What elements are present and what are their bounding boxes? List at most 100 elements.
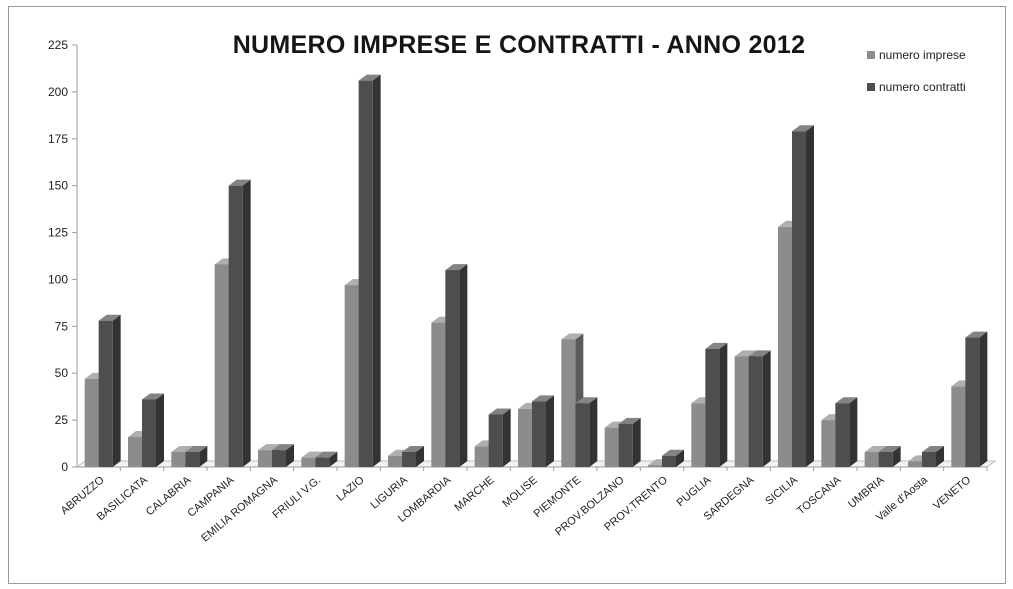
bar-imprese-top bbox=[561, 333, 584, 340]
bar-contratti-side bbox=[372, 74, 381, 467]
bar-contratti bbox=[228, 185, 243, 467]
y-tick-label: 150 bbox=[48, 179, 68, 193]
bar-contratti bbox=[705, 348, 720, 467]
bar-contratti bbox=[922, 451, 936, 467]
legend-swatch bbox=[867, 51, 875, 59]
bar-imprese-top bbox=[171, 445, 194, 452]
bar-contratti-side bbox=[589, 397, 598, 467]
bar-contratti bbox=[878, 451, 893, 467]
bar-contratti-top bbox=[792, 125, 814, 132]
bar-contratti-top bbox=[662, 449, 684, 456]
bar-contratti-side bbox=[632, 417, 641, 467]
bar-contratti bbox=[402, 451, 416, 467]
bar-imprese bbox=[128, 436, 142, 467]
bar-contratti bbox=[792, 131, 806, 467]
bar-contratti-side bbox=[676, 449, 684, 467]
x-tick-label: TOSCANA bbox=[795, 474, 844, 518]
x-tick-label: EMILIA ROMAGNA bbox=[199, 474, 280, 545]
legend-swatch bbox=[867, 83, 875, 91]
bar-contratti-side bbox=[502, 408, 511, 467]
bar-imprese bbox=[864, 451, 879, 467]
bar-contratti-top bbox=[185, 445, 208, 452]
x-tick-label: MARCHE bbox=[452, 474, 496, 514]
bar-contratti-top bbox=[532, 395, 554, 402]
chart-title: NUMERO IMPRESE E CONTRATTI - ANNO 2012 bbox=[232, 31, 806, 59]
chart-legend: numero imprese numero contratti bbox=[867, 47, 966, 111]
bar-contratti-top bbox=[618, 417, 641, 424]
bar-contratti-top bbox=[98, 314, 121, 321]
bar-contratti-side bbox=[112, 314, 121, 467]
x-tick-label: LAZIO bbox=[335, 474, 367, 504]
legend-item: numero contratti bbox=[867, 79, 966, 95]
legend-label: numero contratti bbox=[879, 80, 966, 94]
bar-imprese bbox=[301, 457, 316, 467]
bar-imprese-top bbox=[864, 445, 887, 452]
bar-contratti-top bbox=[922, 445, 944, 452]
bar-contratti-side bbox=[892, 445, 901, 467]
x-tick-label: PUGLIA bbox=[675, 474, 714, 510]
bar-contratti-top bbox=[965, 331, 988, 338]
bar-contratti bbox=[358, 80, 373, 467]
bar-imprese bbox=[821, 420, 836, 467]
bar-imprese-top bbox=[301, 451, 324, 458]
bar-imprese-top bbox=[734, 350, 757, 357]
y-tick-label: 175 bbox=[48, 132, 68, 146]
bar-contratti-top bbox=[142, 393, 164, 400]
bar-imprese bbox=[518, 408, 532, 467]
bar-imprese bbox=[431, 322, 446, 467]
bar-contratti-side bbox=[936, 445, 944, 467]
bar-contratti bbox=[142, 399, 156, 467]
bar-imprese bbox=[604, 427, 619, 467]
bar-contratti-side bbox=[286, 444, 294, 467]
y-tick-label: 125 bbox=[48, 226, 68, 240]
bar-imprese bbox=[214, 264, 229, 467]
bar-imprese bbox=[648, 465, 662, 467]
bar-contratti bbox=[575, 403, 590, 467]
bar-imprese bbox=[474, 446, 489, 467]
legend-label: numero imprese bbox=[879, 48, 966, 62]
y-tick-label: 0 bbox=[61, 460, 68, 474]
bar-contratti bbox=[488, 414, 503, 467]
bar-contratti bbox=[532, 401, 546, 467]
bar-contratti-side bbox=[242, 179, 251, 467]
bar-contratti-side bbox=[806, 125, 814, 467]
y-tick-label: 75 bbox=[55, 319, 69, 333]
bar-contratti-top bbox=[488, 408, 511, 415]
bar-contratti-top bbox=[358, 74, 381, 81]
bar-imprese bbox=[908, 461, 922, 467]
bar-contratti bbox=[272, 450, 286, 467]
bar-contratti bbox=[835, 403, 850, 467]
bar-imprese bbox=[691, 403, 706, 467]
y-tick-label: 50 bbox=[55, 366, 69, 380]
bar-chart: 0255075100125150175200225ABRUZZOBASILICA… bbox=[48, 38, 997, 545]
bar-contratti-side bbox=[416, 445, 424, 467]
bar-contratti-side bbox=[459, 264, 468, 467]
bar-contratti bbox=[965, 337, 980, 467]
bar-imprese bbox=[734, 356, 749, 467]
bar-contratti-side bbox=[762, 350, 771, 467]
bar-contratti bbox=[662, 455, 676, 467]
bar-contratti-top bbox=[272, 444, 294, 451]
x-tick-label: MOLISE bbox=[500, 474, 540, 510]
bar-contratti-top bbox=[445, 264, 468, 271]
bar-contratti bbox=[618, 423, 633, 467]
bar-contratti-top bbox=[878, 445, 901, 452]
bar-contratti-top bbox=[835, 397, 858, 404]
bar-contratti bbox=[445, 270, 460, 467]
bar-imprese bbox=[258, 450, 272, 467]
bar-contratti-top bbox=[748, 350, 771, 357]
bar-contratti-side bbox=[156, 393, 164, 467]
bar-contratti-side bbox=[199, 445, 208, 467]
bar-contratti bbox=[315, 457, 330, 467]
bar-contratti-side bbox=[546, 395, 554, 467]
bar-imprese bbox=[561, 339, 576, 467]
bar-contratti bbox=[185, 451, 200, 467]
bar-contratti-side bbox=[329, 451, 338, 467]
y-tick-label: 225 bbox=[48, 38, 68, 52]
bar-imprese bbox=[388, 455, 402, 467]
bar-contratti-top bbox=[705, 342, 728, 349]
bar-imprese bbox=[344, 285, 359, 467]
bar-imprese-top bbox=[258, 444, 280, 451]
y-tick-label: 200 bbox=[48, 85, 68, 99]
bar-contratti-side bbox=[979, 331, 988, 467]
